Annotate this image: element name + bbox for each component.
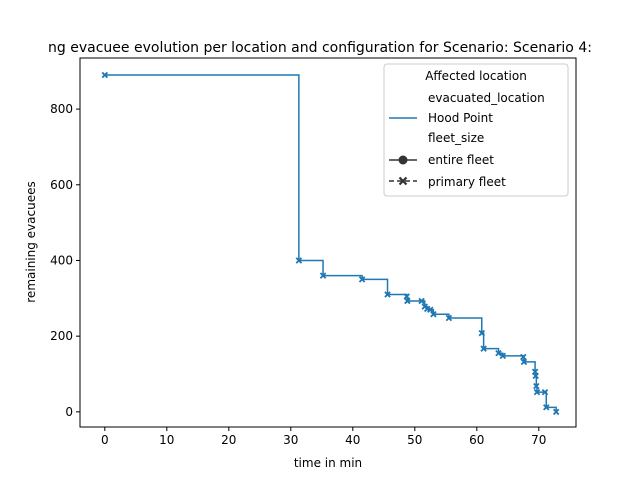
x-axis-label: time in min: [294, 456, 362, 470]
y-axis-label: remaining evacuees: [24, 181, 38, 302]
data-point-marker: [552, 408, 560, 416]
x-tick-label: 60: [469, 433, 484, 447]
y-axis-ticks: 0 200 400 600 800: [50, 102, 80, 419]
data-point-marker: [520, 358, 528, 366]
axes-frame: [79, 57, 577, 428]
legend-x-marker: [398, 176, 408, 186]
legend-entry-primary-fleet: primary fleet: [428, 175, 506, 189]
data-point-marker: [430, 310, 437, 318]
data-point-marker: [358, 276, 366, 283]
x-tick-label: 30: [283, 433, 298, 447]
y-tick-label: 800: [50, 102, 73, 116]
data-point-marker: [520, 353, 527, 361]
legend-entry-entire-fleet: entire fleet: [428, 153, 494, 167]
data-point-marker: [533, 388, 541, 396]
x-axis-ticks: 0 10 20 30 40 50 60 70: [101, 427, 546, 447]
y-tick-label: 200: [50, 329, 73, 343]
data-point-marker: [427, 306, 434, 313]
data-point-marker: [295, 257, 303, 264]
data-point-marker: [418, 297, 425, 305]
legend-entry-hood-point: Hood Point: [428, 111, 493, 125]
y-tick-label: 600: [50, 178, 73, 192]
y-tick-label: 400: [50, 253, 73, 267]
x-tick-label: 70: [531, 433, 546, 447]
legend-header-fleet-size: fleet_size: [428, 131, 484, 145]
chart-title: ng evacuee evolution per location and co…: [48, 40, 592, 56]
plot-area: 0 10 20 30 40 50 60 70 0 200 400 600 800: [50, 57, 577, 447]
data-point-marker: [480, 345, 487, 352]
data-point-marker: [495, 349, 502, 357]
data-point-marker: [404, 297, 411, 305]
legend: Affected location evacuated_location Hoo…: [383, 63, 569, 197]
x-tick-label: 0: [101, 433, 109, 447]
y-tick-label: 0: [65, 405, 73, 419]
data-point-marker: [541, 388, 549, 396]
data-point-marker: [532, 372, 539, 380]
data-point-marker: [543, 404, 550, 411]
series-layer: [101, 71, 560, 416]
x-tick-label: 10: [159, 433, 174, 447]
data-point-marker: [445, 314, 453, 322]
data-point-marker: [533, 382, 540, 390]
legend-title: Affected location: [425, 69, 527, 83]
legend-circle-marker: [398, 155, 408, 165]
data-point-marker: [384, 291, 391, 298]
legend-box: [383, 63, 569, 197]
x-tick-label: 20: [221, 433, 236, 447]
legend-header-evacuated-location: evacuated_location: [428, 91, 545, 105]
data-point-marker: [319, 272, 327, 279]
x-tick-label: 50: [407, 433, 422, 447]
data-point-marker: [478, 329, 485, 337]
x-tick-label: 40: [345, 433, 360, 447]
data-point-marker: [101, 71, 109, 79]
data-point-marker: [499, 352, 507, 360]
